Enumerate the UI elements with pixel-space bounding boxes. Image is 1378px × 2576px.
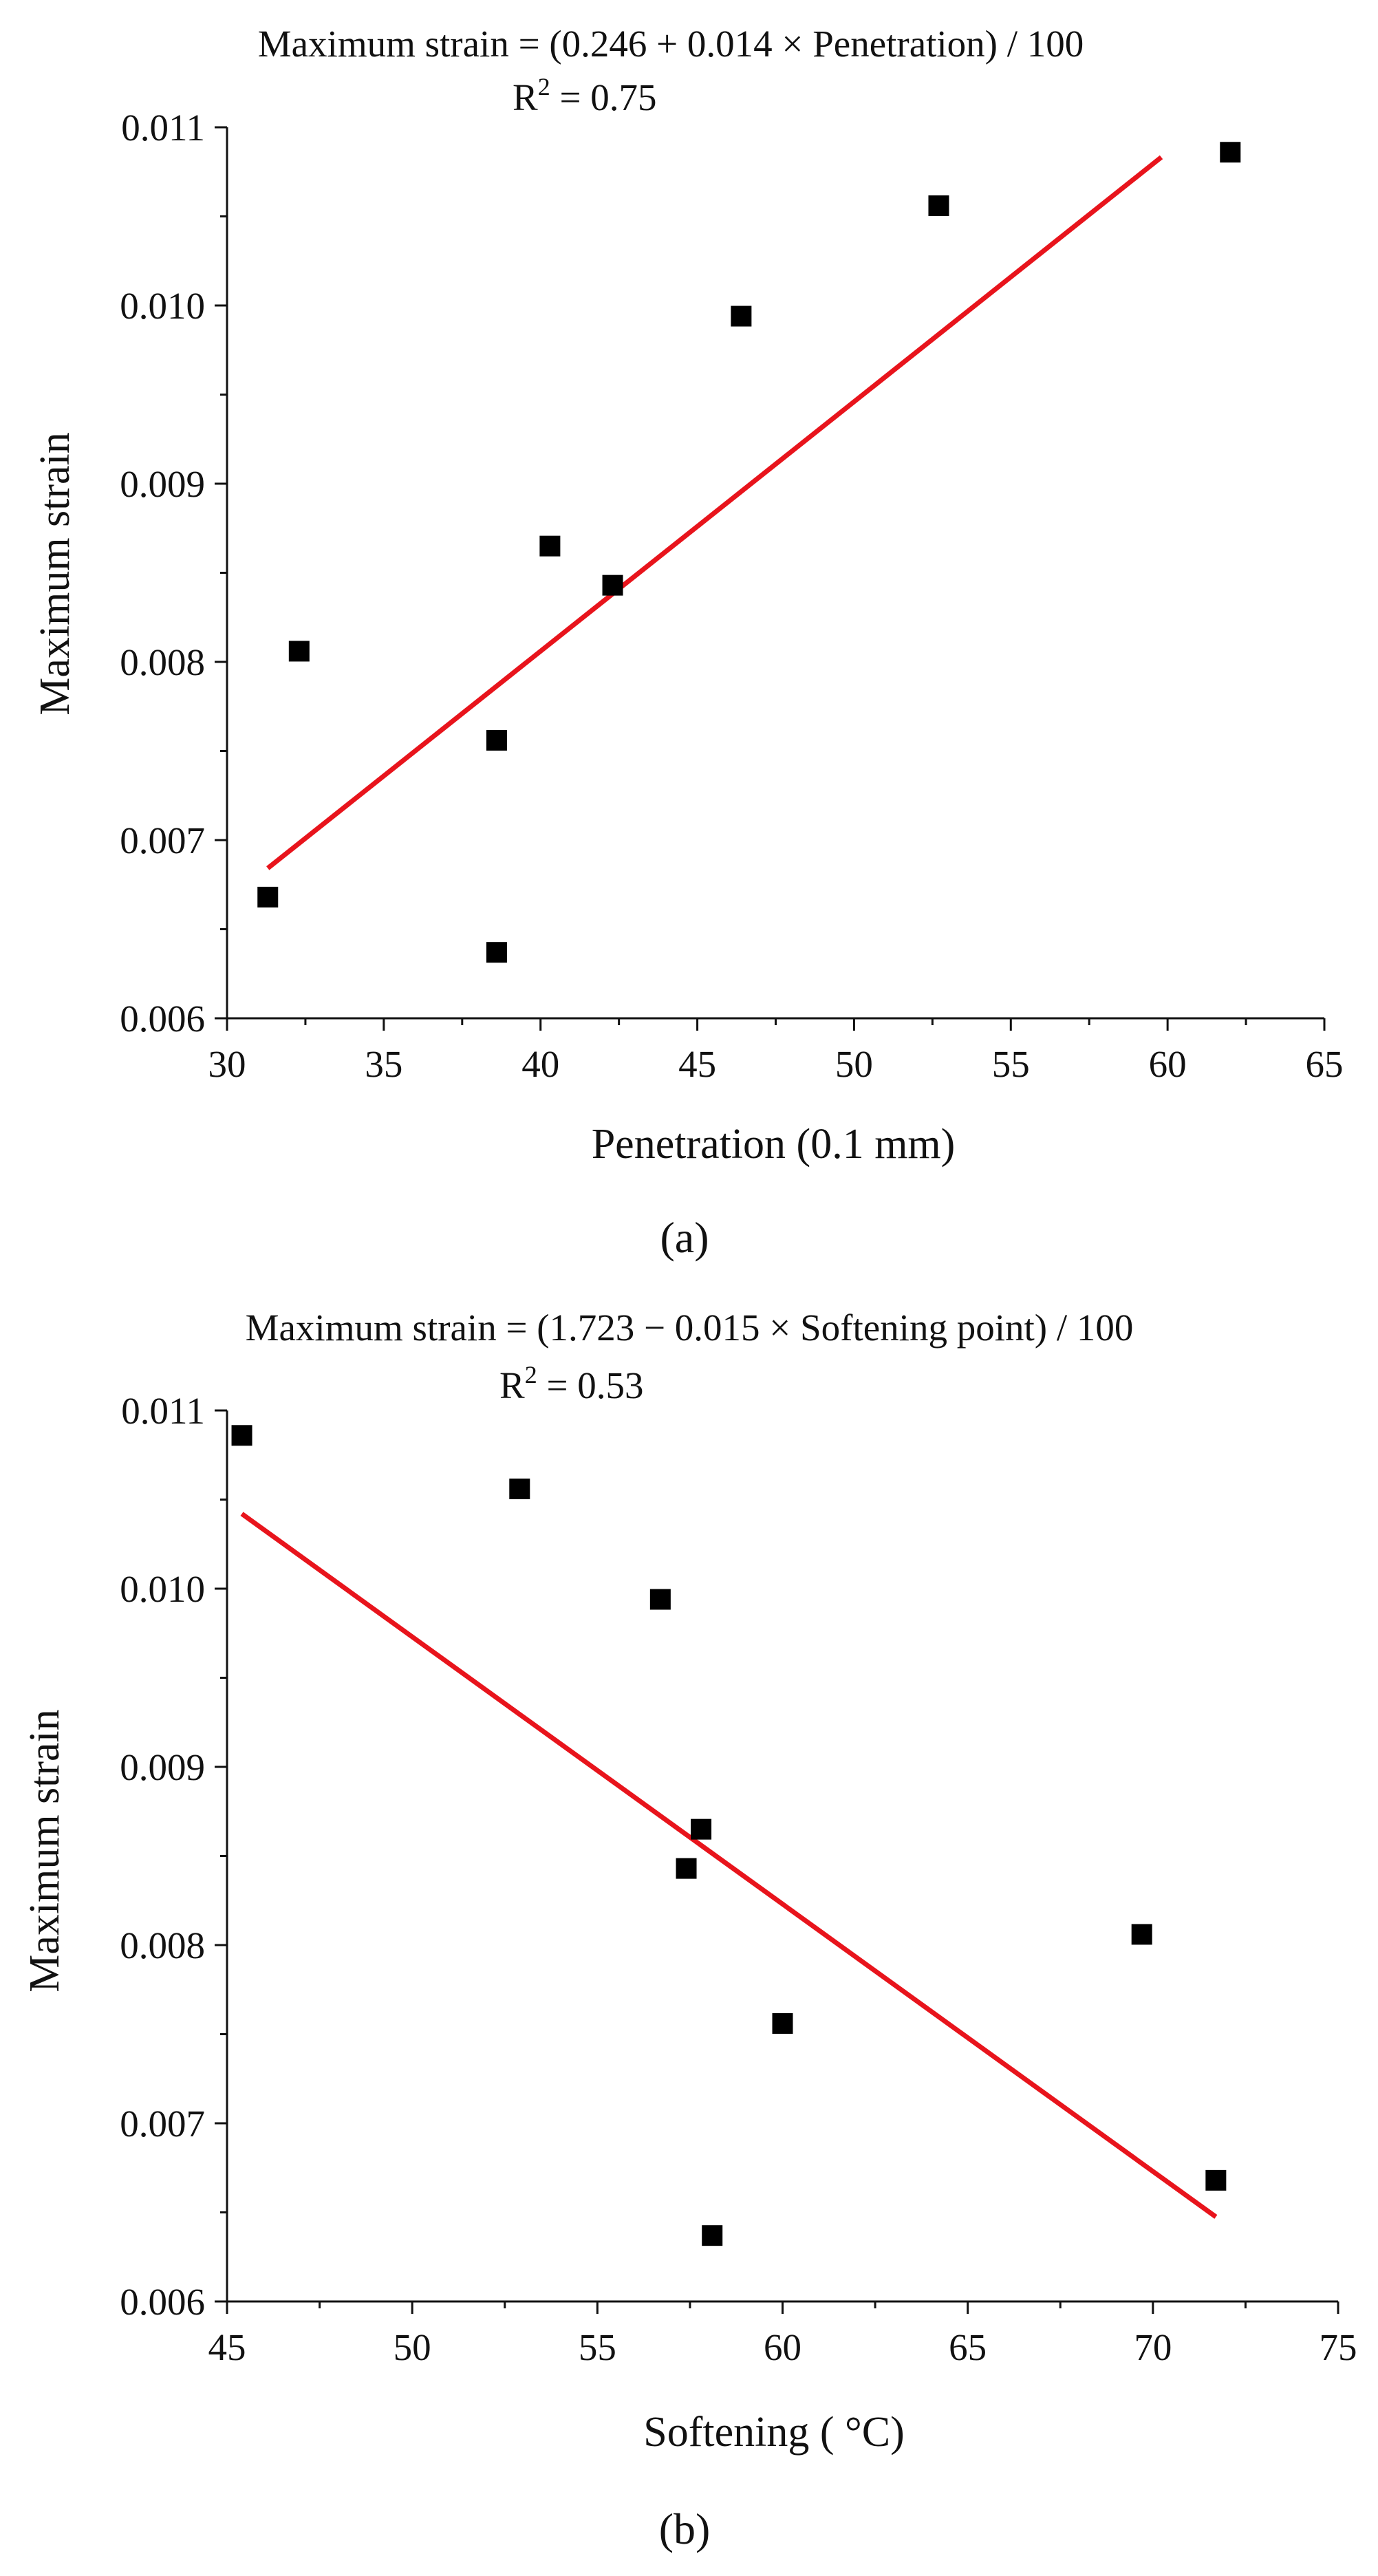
- panel-a-fit-line: [266, 155, 1163, 870]
- panel-a-y-tick-label: 0.006: [120, 998, 205, 1040]
- panel-a-tag-text: (a): [660, 1213, 709, 1262]
- panel-b-tag: (b): [659, 2504, 711, 2553]
- panel-a-data-point: [928, 195, 949, 216]
- panel-b-data-point: [231, 1425, 252, 1446]
- panel-a-tag: (a): [660, 1213, 709, 1262]
- panel-a-data-point: [539, 535, 561, 557]
- panel-b-data-point: [772, 2012, 793, 2034]
- panel-b-data-point: [1131, 1924, 1152, 1945]
- panel-a-points: [257, 142, 1241, 963]
- panel-a-data-point: [288, 641, 310, 662]
- panel-a-data-point: [486, 942, 507, 963]
- panel-b-equation: Maximum strain = (1.723 − 0.015 × Soften…: [246, 1307, 1134, 1349]
- panel-a-x-tick-label: 35: [365, 1043, 402, 1085]
- panel-a-x-tick-label: 55: [992, 1043, 1030, 1085]
- panel-a-y-tick-label: 0.009: [120, 463, 205, 505]
- panel-b-x-tick-label: 55: [579, 2326, 616, 2368]
- panel-a-data-point: [257, 886, 279, 908]
- panel-b-r-squared: R2 = 0.53: [499, 1361, 643, 1406]
- panel-a-y-tick-label: 0.011: [121, 107, 205, 149]
- panel-b-y-tick-label: 0.006: [120, 2281, 205, 2323]
- panel-a-axes: 30 35 40 45 50 55 60 65 0.006 0.007 0.008 0.009 0.01…: [120, 107, 1343, 1085]
- panel-a-y-tick-label: 0.007: [120, 819, 205, 861]
- panel-b-data-point: [676, 1858, 697, 1879]
- panel-b-y-tick-label: 0.011: [121, 1390, 205, 1432]
- panel-a-x-tick-label: 65: [1306, 1043, 1344, 1085]
- panel-a-y-tick-label: 0.010: [120, 285, 205, 327]
- panel-b-data-point: [691, 1818, 712, 1840]
- panel-a-r-squared: R2 = 0.75: [513, 73, 656, 118]
- panel-b-axes: 45 50 55 60 65 70 75 0.006 0.007 0.008 0.009 0.010 0…: [120, 1390, 1357, 2368]
- panel-a-equation: Maximum strain = (0.246 + 0.014 × Penetr…: [258, 23, 1084, 65]
- panel-a-y-axis-title: Maximum strain: [32, 432, 78, 716]
- panel-b-fit: [240, 1512, 1218, 2219]
- panel-b-x-axis-title: Softening ( °C): [643, 2409, 905, 2456]
- panel-b-y-tick-label: 0.009: [120, 1746, 205, 1788]
- panel-a-y-tick-label: 0.008: [120, 641, 205, 683]
- panel-b-x-tick-label: 75: [1320, 2326, 1357, 2368]
- panel-a-data-point: [602, 575, 623, 596]
- panel-b-y-tick-label: 0.008: [120, 1924, 205, 1966]
- panel-b-x-tick-label: 70: [1134, 2326, 1172, 2368]
- panel-b-x-tick-label: 45: [208, 2326, 246, 2368]
- panel-b-data-point: [649, 1589, 671, 1610]
- panel-b-data-point: [509, 1478, 530, 1499]
- panel-b-x-tick-label: 65: [949, 2326, 987, 2368]
- panel-b-y-axis-title: Maximum strain: [21, 1709, 68, 1993]
- panel-b-data-point: [1205, 2169, 1227, 2191]
- panel-a-x-tick-label: 60: [1149, 1043, 1187, 1085]
- panel-a-data-point: [486, 729, 507, 751]
- panel-a-fit: [266, 155, 1163, 870]
- panel-a-x-tick-label: 40: [521, 1043, 559, 1085]
- panel-b-y-tick-label: 0.010: [120, 1568, 205, 1610]
- panel-a-x-axis-title: Penetration (0.1 mm): [592, 1121, 956, 1168]
- panel-a-data-point: [731, 305, 752, 327]
- panel-a-x-tick-label: 50: [835, 1043, 873, 1085]
- panel-b-data-point: [702, 2225, 723, 2246]
- panel-b-x-tick-label: 60: [764, 2326, 801, 2368]
- panel-b-x-tick-label: 50: [394, 2326, 431, 2368]
- panel-b-fit-line: [240, 1512, 1218, 2219]
- panel-b-points: [231, 1425, 1227, 2246]
- panel-b-y-tick-label: 0.007: [120, 2103, 205, 2145]
- panel-a-x-tick-label: 45: [678, 1043, 716, 1085]
- panel-a-x-tick-label: 30: [208, 1043, 246, 1085]
- panel-b: Maximum strain = (1.723 − 0.015 × Soften…: [21, 1307, 1357, 2553]
- panel-a: Maximum strain = (0.246 + 0.014 × Penetr…: [32, 23, 1344, 1262]
- panel-b-tag-text: (b): [659, 2504, 711, 2553]
- panel-a-data-point: [1220, 142, 1241, 163]
